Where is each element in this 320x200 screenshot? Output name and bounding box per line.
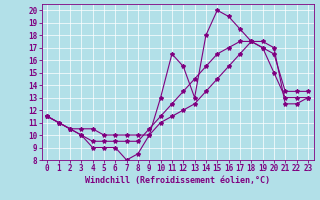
- X-axis label: Windchill (Refroidissement éolien,°C): Windchill (Refroidissement éolien,°C): [85, 176, 270, 185]
